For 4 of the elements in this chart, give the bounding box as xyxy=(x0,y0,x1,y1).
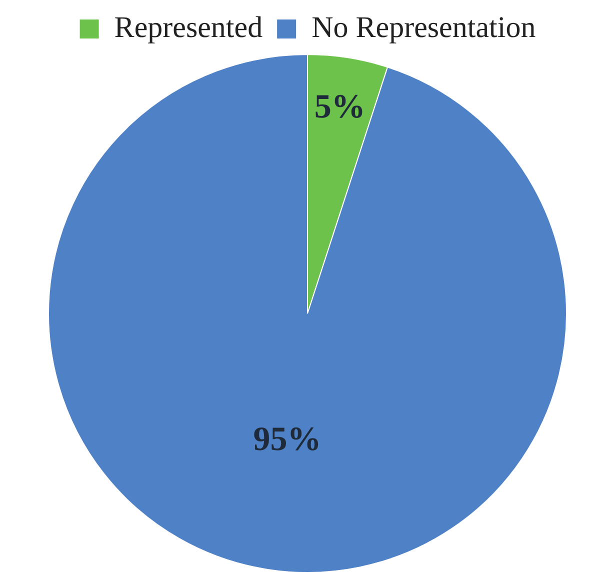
data-label: 95% xyxy=(253,421,322,458)
legend-label: No Representation xyxy=(312,10,536,44)
legend-label: Represented xyxy=(114,10,263,44)
data-label: 5% xyxy=(314,88,366,126)
